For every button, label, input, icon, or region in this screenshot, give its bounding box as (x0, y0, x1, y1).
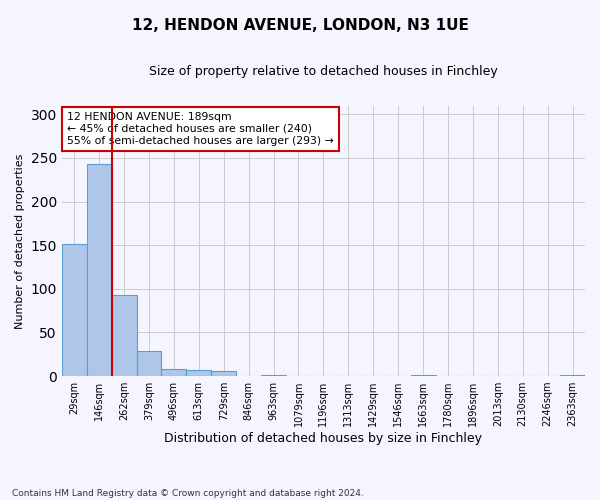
Bar (560, 375, 585, 376)
X-axis label: Distribution of detached houses by size in Finchley: Distribution of detached houses by size … (164, 432, 482, 445)
Text: Contains HM Land Registry data © Crown copyright and database right 2024.: Contains HM Land Registry data © Crown c… (12, 488, 364, 498)
Bar (187, 370, 211, 376)
Title: Size of property relative to detached houses in Finchley: Size of property relative to detached ho… (149, 65, 498, 78)
Y-axis label: Number of detached properties: Number of detached properties (15, 153, 25, 328)
Bar (410, 375, 436, 376)
Bar (261, 375, 286, 376)
Bar (211, 371, 236, 376)
Bar (112, 295, 137, 376)
Text: 12 HENDON AVENUE: 189sqm
← 45% of detached houses are smaller (240)
55% of semi-: 12 HENDON AVENUE: 189sqm ← 45% of detach… (67, 112, 334, 146)
Bar (137, 351, 161, 376)
Bar (161, 369, 187, 376)
Bar (62, 244, 87, 376)
Text: 12, HENDON AVENUE, LONDON, N3 1UE: 12, HENDON AVENUE, LONDON, N3 1UE (131, 18, 469, 32)
Bar (87, 164, 112, 376)
